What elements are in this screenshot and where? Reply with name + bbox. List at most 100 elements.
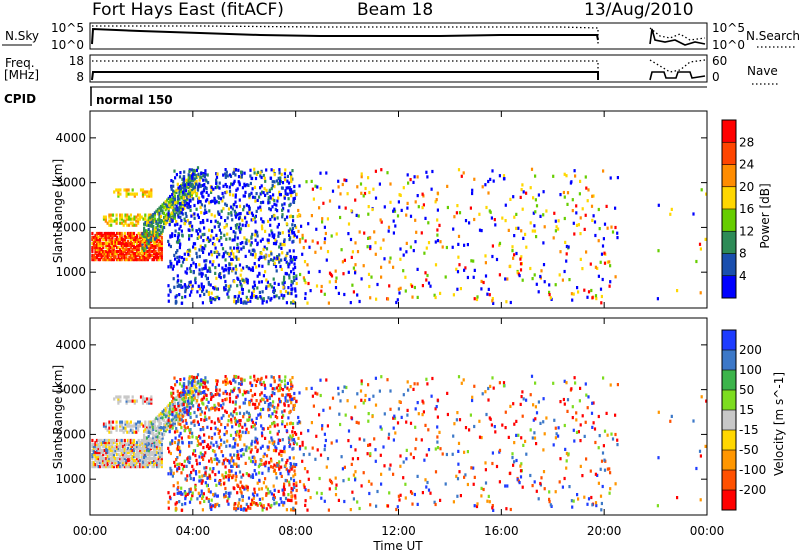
velocity-cell: [380, 375, 382, 378]
power-cell: [310, 289, 312, 292]
velocity-cell: [233, 507, 235, 510]
power-cell: [399, 193, 401, 196]
power-cell: [197, 232, 199, 235]
power-cell: [171, 206, 173, 209]
velocity-cell: [244, 398, 246, 401]
velocity-cell: [252, 425, 254, 428]
power-cell: [566, 252, 568, 255]
velocity-cell: [192, 379, 194, 382]
power-cell: [231, 249, 233, 252]
velocity-cell: [175, 458, 177, 461]
power-cell: [170, 265, 172, 268]
velocity-cell: [144, 397, 146, 400]
power-cell: [307, 222, 309, 225]
power-cell: [282, 282, 284, 285]
power-cell: [614, 207, 616, 210]
velocity-cell: [202, 428, 204, 431]
velocity-cell: [318, 413, 320, 416]
power-cell: [176, 173, 178, 176]
velocity-cell: [136, 400, 138, 403]
power-cell: [358, 214, 360, 217]
power-cell: [487, 180, 489, 183]
power-cell: [229, 263, 231, 266]
power-cell: [242, 279, 244, 282]
velocity-cell: [508, 436, 510, 439]
velocity-cell: [278, 375, 280, 378]
velocity-cell: [214, 473, 216, 476]
velocity-cell: [258, 471, 260, 474]
power-cell: [513, 216, 515, 219]
velocity-cell: [169, 442, 171, 445]
velocity-cell: [201, 482, 203, 485]
power-cell: [200, 172, 202, 175]
power-cell: [407, 173, 409, 176]
velocity-cell: [542, 420, 544, 423]
velocity-cell: [512, 464, 514, 467]
power-cell: [240, 301, 242, 304]
velocity-cell: [456, 411, 458, 414]
power-cell: [273, 257, 275, 260]
velocity-cell: [488, 495, 490, 498]
power-cell: [191, 228, 193, 231]
power-cell: [367, 176, 369, 179]
power-cell: [543, 263, 545, 266]
power-cell: [201, 275, 203, 278]
power-cell: [181, 296, 183, 299]
power-cell: [192, 285, 194, 288]
velocity-cell: [267, 445, 269, 448]
velocity-cell: [240, 378, 242, 381]
power-cell: [321, 285, 323, 288]
power-cell: [555, 229, 557, 232]
power-cell: [262, 238, 264, 241]
power-cell: [273, 242, 275, 245]
velocity-cell: [273, 410, 275, 413]
power-cell: [247, 279, 249, 282]
velocity-cell: [215, 441, 217, 444]
power-cell: [582, 207, 584, 210]
power-cell: [247, 184, 249, 187]
velocity-cell: [266, 507, 268, 510]
velocity-cell: [183, 403, 185, 406]
power-cell: [533, 224, 535, 227]
power-cell: [209, 260, 211, 263]
power-colorbar-swatch: [722, 142, 736, 165]
velocity-cell: [205, 406, 207, 409]
power-cell: [292, 240, 294, 243]
power-cell: [244, 172, 246, 175]
velocity-cell: [280, 454, 282, 457]
velocity-cell: [296, 442, 298, 445]
power-cell: [294, 224, 296, 227]
velocity-cell: [293, 456, 295, 459]
velocity-cell: [281, 450, 283, 453]
power-cell: [290, 270, 292, 273]
power-cell: [424, 271, 426, 274]
power-cell: [300, 225, 302, 228]
power-cell: [304, 279, 306, 282]
power-cell: [194, 190, 196, 193]
velocity-cell: [260, 463, 262, 466]
power-cell: [266, 192, 268, 195]
velocity-cell: [113, 397, 115, 400]
velocity-cell: [178, 446, 180, 449]
power-cell: [439, 292, 441, 295]
velocity-cell: [275, 411, 277, 414]
velocity-cell: [513, 460, 515, 463]
power-cell: [287, 265, 289, 268]
velocity-cell: [218, 460, 220, 463]
power-cell: [257, 234, 259, 237]
velocity-cell: [453, 500, 455, 503]
power-cell: [367, 245, 369, 248]
velocity-cell: [260, 459, 262, 462]
velocity-cell: [121, 421, 123, 424]
power-cell: [198, 235, 200, 238]
velocity-cell: [447, 413, 449, 416]
velocity-cell: [509, 472, 511, 475]
power-cell: [169, 223, 171, 226]
velocity-cell: [523, 397, 525, 400]
freq-tick-top: 18: [69, 54, 84, 68]
velocity-cell: [274, 489, 276, 492]
velocity-cell: [524, 440, 526, 443]
velocity-cell: [228, 419, 230, 422]
velocity-cell: [426, 481, 428, 484]
power-cell: [458, 235, 460, 238]
